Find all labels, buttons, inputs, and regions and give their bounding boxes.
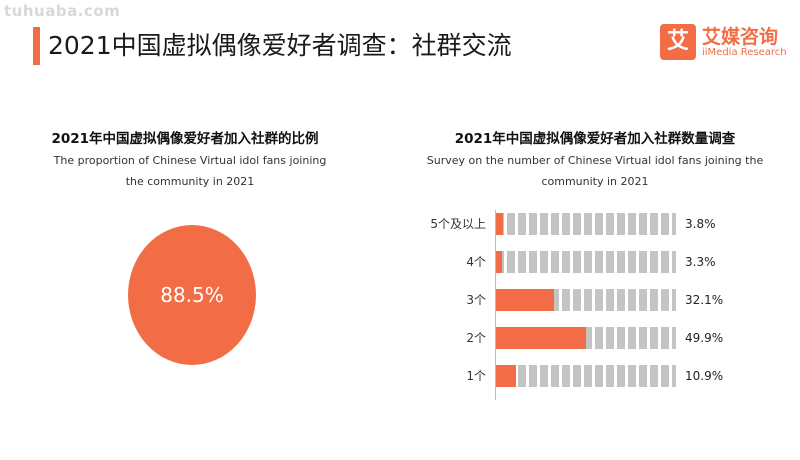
bar-chart-axis [495,210,496,400]
bar-value-label: 3.8% [685,217,716,231]
bar [496,213,503,235]
title-accent-bar [33,27,40,65]
bar-track [496,289,676,311]
bar-value-label: 32.1% [685,293,724,307]
pie-slice: 88.5% [128,225,256,365]
bar-track [496,213,676,235]
bar-track [496,365,676,387]
bar [496,251,502,273]
logo-name-cn: 艾媒咨询 [702,26,779,48]
bar-value-label: 3.3% [685,255,716,269]
bar-track [496,251,676,273]
bar-chart-subtitle: Survey on the number of Chinese Virtual … [426,154,764,188]
pie-chart-subtitle: The proportion of Chinese Virtual idol f… [53,154,327,188]
bar-row: 4个 3.3% [400,251,800,273]
bar [496,327,586,349]
bar-category-label: 1个 [466,369,486,383]
logo: 艾 艾媒咨询 iiMedia Research [660,24,790,64]
bar-category-label: 5个及以上 [430,217,486,231]
page-title: 2021中国虚拟偶像爱好者调查：社群交流 [48,31,512,60]
bar-category-label: 4个 [466,255,486,269]
pie-chart-title: 2021年中国虚拟偶像爱好者加入社群的比例 [51,131,319,147]
bar-value-label: 49.9% [685,331,724,345]
bar-value-label: 10.9% [685,369,724,383]
bar-chart-title: 2021年中国虚拟偶像爱好者加入社群数量调查 [454,131,736,147]
bar-category-label: 2个 [466,331,486,345]
watermark: tuhuaba.com [4,2,121,20]
bar-row: 1个 10.9% [400,365,800,387]
bar [496,289,554,311]
bar-track [496,327,676,349]
bar [496,365,516,387]
bar-row: 2个 49.9% [400,327,800,349]
bar-row: 3个 32.1% [400,289,800,311]
bar-row: 5个及以上 3.8% [400,213,800,235]
logo-mark-icon: 艾 [660,24,696,60]
pie-slice-label: 88.5% [160,283,224,307]
bar-category-label: 3个 [466,293,486,307]
logo-name-en: iiMedia Research [702,47,787,58]
